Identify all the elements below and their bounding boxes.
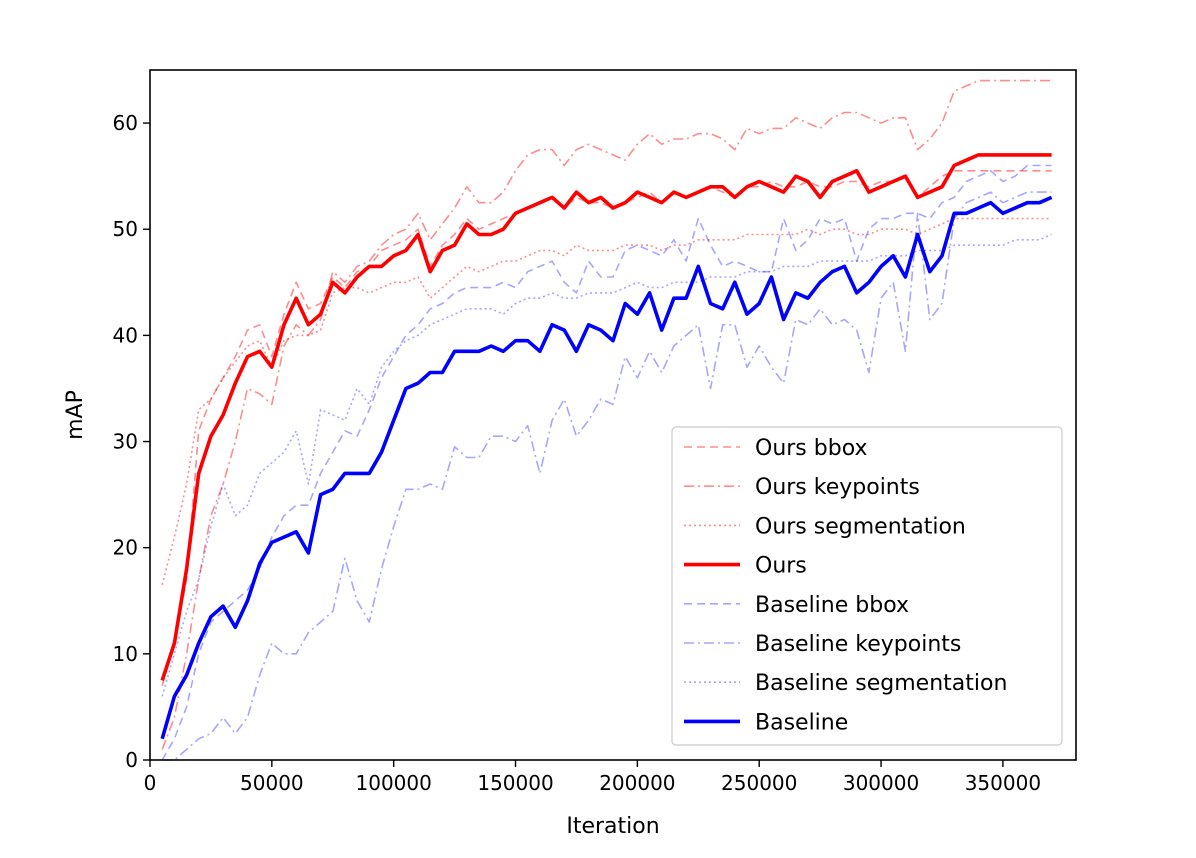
legend-label: Baseline: [755, 710, 848, 735]
legend-label: Baseline bbox: [755, 593, 909, 618]
series-line-baseline-keypoints: [162, 191, 1052, 761]
legend: Ours bbox Ours keypoints Ours segmentation…: [671, 426, 1063, 746]
x-tick-label: 300000: [843, 771, 919, 795]
legend-label: Baseline keypoints: [755, 632, 961, 657]
legend-label: Ours bbox: [755, 436, 868, 461]
x-tick-label: 100000: [356, 771, 432, 795]
x-tick-label: 250000: [721, 771, 797, 795]
series-line-baseline-bbox: [161, 164, 1052, 761]
y-tick-label: 60: [113, 111, 138, 135]
y-tick-label: 30: [113, 430, 138, 454]
x-tick-label: 50000: [240, 771, 304, 795]
plot-frame: [149, 69, 1077, 761]
y-tick-label: 50: [113, 217, 138, 241]
x-tick-label: 350000: [965, 771, 1041, 795]
legend-label: Baseline segmentation: [755, 671, 1007, 696]
legend-label: Ours segmentation: [755, 514, 966, 539]
x-tick-label: 200000: [599, 771, 675, 795]
legend-box: [671, 426, 1063, 746]
y-tick-label: 0: [125, 748, 138, 772]
y-tick-label: 40: [113, 323, 138, 347]
legend-label: Ours: [755, 554, 807, 579]
y-tick-label: 10: [113, 642, 138, 666]
y-axis-ticks: 0 10 20 30 40 50 60: [113, 111, 150, 772]
series-line-baseline-segmentation: [161, 233, 1052, 697]
x-axis-ticks: 0 50000 100000 150000 200000 250000 300000 3500…: [144, 760, 1041, 795]
y-tick-label: 20: [113, 536, 138, 560]
series-line-baseline: [160, 195, 1053, 740]
y-axis-label: mAP: [63, 390, 88, 440]
x-axis-label: Iteration: [566, 814, 659, 839]
legend-label: Ours keypoints: [755, 475, 920, 500]
series-line-ours: [160, 153, 1052, 681]
x-tick-label: 150000: [477, 771, 553, 795]
series-layer: [160, 79, 1053, 761]
x-tick-label: 0: [144, 771, 157, 795]
series-line-ours-keypoints: [161, 79, 1052, 750]
